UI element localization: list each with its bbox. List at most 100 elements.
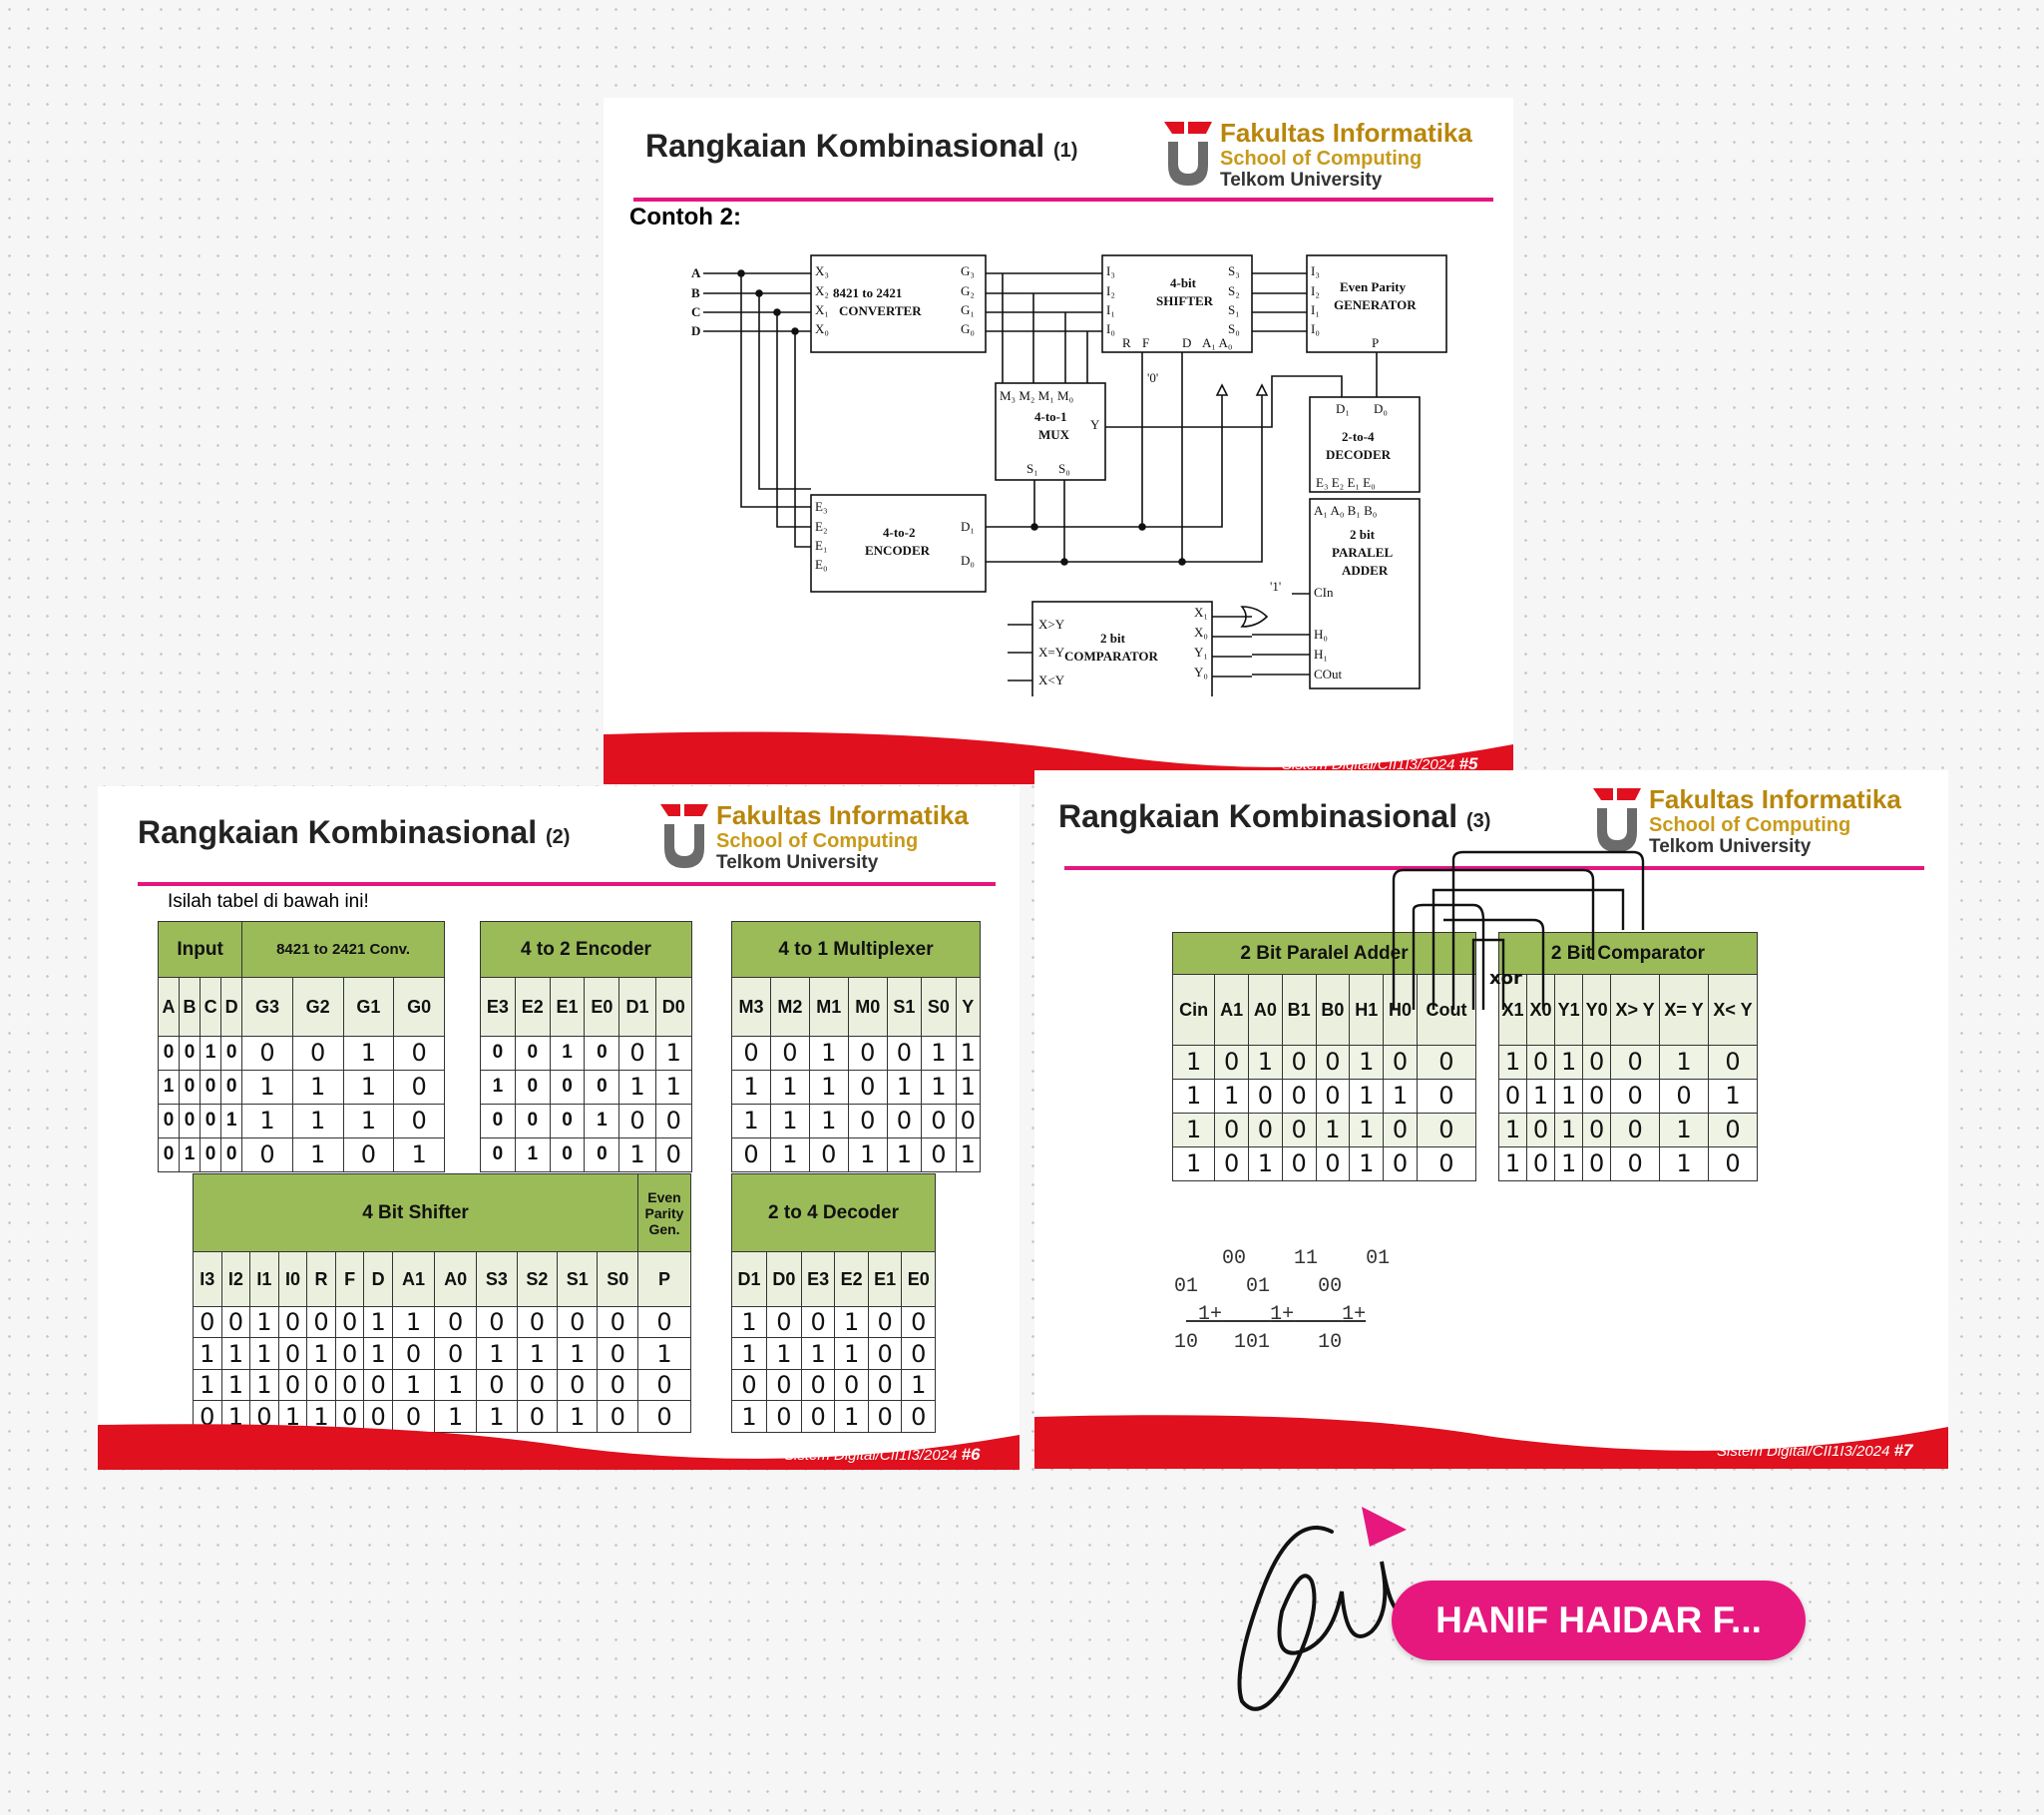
answer-cell[interactable]: 1 [834,1305,869,1339]
answer-cell[interactable]: 0 [808,1136,849,1173]
answer-cell[interactable]: 0 [476,1368,518,1402]
answer-cell[interactable]: 0 [731,1035,771,1071]
answer-cell[interactable]: 1 [769,1103,810,1138]
answer-cell[interactable]: 1 [1497,1112,1528,1147]
answer-cell[interactable]: 1 [193,1368,222,1402]
answer-cell[interactable]: 1 [1349,1145,1385,1182]
answer-cell[interactable]: 1 [291,1103,344,1138]
answer-cell[interactable]: 0 [867,1337,903,1370]
answer-cell[interactable]: 0 [765,1305,802,1339]
answer-cell[interactable]: 1 [391,1305,436,1339]
answer-cell[interactable]: 0 [363,1400,393,1433]
answer-cell[interactable]: 1 [769,1069,810,1105]
answer-cell[interactable]: 1 [808,1103,849,1138]
answer-cell[interactable]: 1 [434,1400,478,1433]
answer-cell[interactable]: 0 [618,1103,656,1138]
answer-cell[interactable]: 0 [597,1337,638,1370]
answer-cell[interactable]: 0 [1708,1145,1758,1182]
answer-cell[interactable]: 1 [1497,1145,1528,1182]
answer-cell[interactable]: 0 [800,1305,836,1339]
answer-cell[interactable]: 0 [1708,1112,1758,1147]
answer-cell[interactable]: 0 [557,1368,599,1402]
answer-cell[interactable]: 1 [1171,1078,1216,1114]
answer-cell[interactable]: 1 [731,1305,767,1339]
answer-cell[interactable]: 0 [241,1136,293,1173]
answer-cell[interactable]: 1 [731,1069,771,1105]
answer-cell[interactable]: 0 [1214,1145,1249,1182]
answer-cell[interactable]: 0 [434,1337,478,1370]
answer-cell[interactable]: 0 [391,1400,436,1433]
answer-cell[interactable]: 1 [1315,1112,1351,1147]
user-name-badge[interactable]: HANIF HAIDAR F... [1392,1581,1806,1660]
answer-cell[interactable]: 1 [834,1337,869,1370]
slide-7[interactable]: Rangkaian Kombinasional (3) Fakultas Inf… [1034,770,1948,1469]
answer-cell[interactable]: 0 [955,1103,982,1138]
answer-cell[interactable]: 1 [769,1136,810,1173]
answer-cell[interactable]: 1 [1554,1078,1584,1114]
answer-cell[interactable]: 1 [476,1337,518,1370]
answer-cell[interactable]: 0 [769,1035,810,1071]
answer-cell[interactable]: 1 [654,1035,693,1071]
answer-cell[interactable]: 0 [886,1035,923,1071]
answer-cell[interactable]: 1 [220,1368,251,1402]
answer-cell[interactable]: 0 [867,1368,903,1402]
answer-cell[interactable]: 0 [800,1400,836,1433]
answer-cell[interactable]: 0 [886,1103,923,1138]
answer-cell[interactable]: 0 [654,1103,693,1138]
answer-cell[interactable]: 1 [434,1368,478,1402]
answer-cell[interactable]: 1 [193,1337,222,1370]
answer-cell[interactable]: 0 [901,1337,936,1370]
answer-cell[interactable]: 0 [1315,1044,1351,1080]
answer-cell[interactable]: 0 [1526,1112,1556,1147]
answer-cell[interactable]: 0 [393,1035,445,1071]
answer-cell[interactable]: 1 [1171,1112,1216,1147]
answer-cell[interactable]: 0 [1416,1112,1477,1147]
answer-cell[interactable]: 0 [1497,1078,1528,1114]
answer-cell[interactable]: 0 [867,1305,903,1339]
answer-cell[interactable]: 0 [391,1337,436,1370]
answer-cell[interactable]: 0 [1582,1112,1612,1147]
answer-cell[interactable]: 0 [1610,1145,1661,1182]
answer-cell[interactable]: 1 [955,1136,982,1173]
answer-cell[interactable]: 0 [1582,1145,1612,1182]
answer-cell[interactable]: 1 [249,1305,279,1339]
answer-cell[interactable]: 0 [1582,1078,1612,1114]
answer-cell[interactable]: 1 [618,1069,656,1105]
answer-cell[interactable]: 0 [921,1136,957,1173]
answer-cell[interactable]: 1 [557,1337,599,1370]
answer-cell[interactable]: 0 [1281,1145,1317,1182]
answer-cell[interactable]: 0 [765,1400,802,1433]
answer-cell[interactable]: 0 [1281,1044,1317,1080]
answer-cell[interactable]: 1 [1659,1112,1709,1147]
answer-cell[interactable]: 1 [847,1136,888,1173]
answer-cell[interactable]: 1 [306,1337,336,1370]
answer-cell[interactable]: 0 [654,1136,693,1173]
answer-cell[interactable]: 1 [808,1035,849,1071]
answer-cell[interactable]: 0 [393,1069,445,1105]
answer-cell[interactable]: 0 [921,1103,957,1138]
answer-cell[interactable]: 1 [1659,1044,1709,1080]
answer-cell[interactable]: 0 [731,1368,767,1402]
answer-cell[interactable]: 0 [847,1103,888,1138]
answer-cell[interactable]: 1 [363,1337,393,1370]
answer-cell[interactable]: 0 [1247,1078,1283,1114]
answer-cell[interactable]: 1 [557,1400,599,1433]
answer-cell[interactable]: 0 [1383,1044,1418,1080]
answer-cell[interactable]: 1 [342,1069,395,1105]
answer-cell[interactable]: 1 [1554,1145,1584,1182]
answer-cell[interactable]: 1 [886,1136,923,1173]
answer-cell[interactable]: 0 [618,1035,656,1071]
slide-5[interactable]: Rangkaian Kombinasional (1) Fakultas Inf… [604,98,1513,784]
answer-cell[interactable]: 0 [834,1368,869,1402]
answer-cell[interactable]: 0 [637,1368,691,1402]
answer-cell[interactable]: 1 [921,1035,957,1071]
answer-cell[interactable]: 0 [1383,1112,1418,1147]
answer-cell[interactable]: 0 [800,1368,836,1402]
answer-cell[interactable]: 0 [193,1305,222,1339]
answer-cell[interactable]: 0 [306,1305,336,1339]
answer-cell[interactable]: 1 [1708,1078,1758,1114]
answer-cell[interactable]: 0 [306,1368,336,1402]
